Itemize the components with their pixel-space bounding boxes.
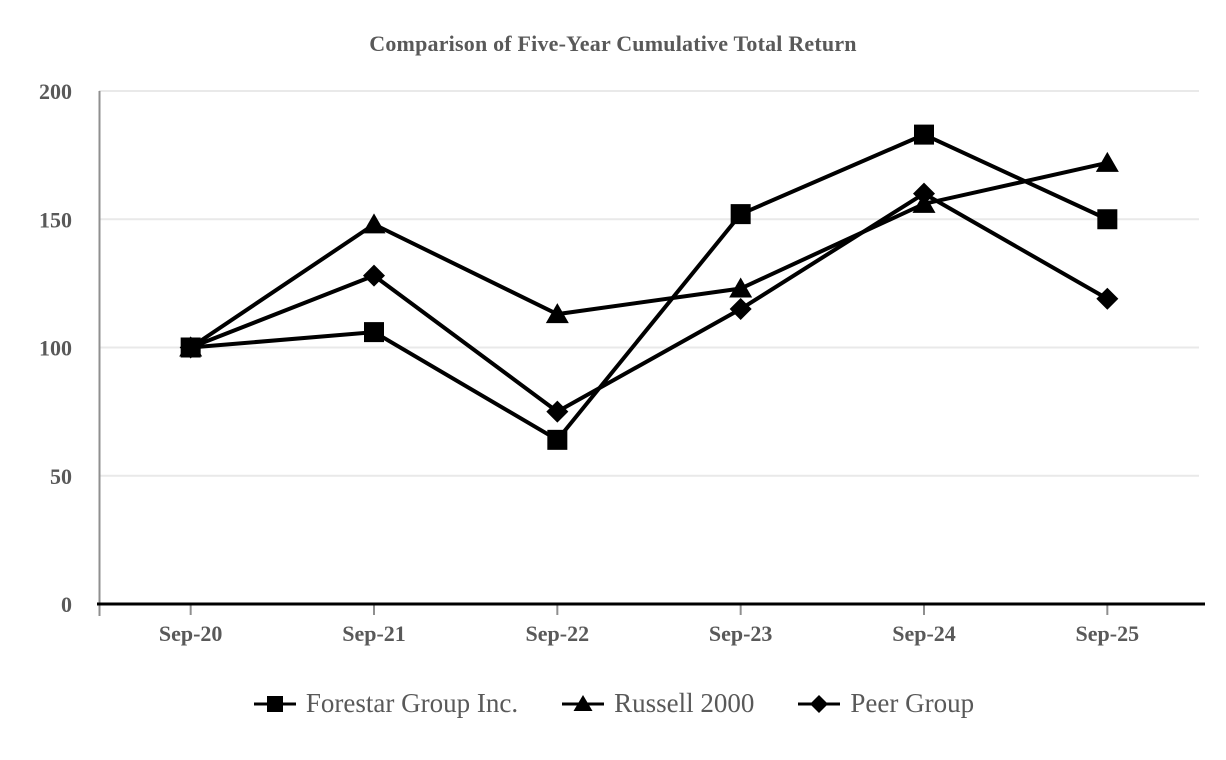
triangle-marker <box>573 694 593 711</box>
triangle-marker <box>545 303 569 324</box>
square-marker <box>547 429 568 450</box>
diamond-marker <box>913 182 935 205</box>
legend-item-forestar-group-inc: Forestar Group Inc. <box>252 688 518 719</box>
x-tick-label-Sep-22: Sep-22 <box>526 621 590 646</box>
legend-item-peer-group: Peer Group <box>796 688 974 719</box>
x-tick-label-Sep-25: Sep-25 <box>1076 621 1140 646</box>
y-tick-label-100: 100 <box>39 336 72 361</box>
chart-legend: Forestar Group Inc. Russell 2000 Peer Gr… <box>0 688 1226 719</box>
y-tick-label-0: 0 <box>61 592 72 617</box>
triangle-series-legend-marker-icon <box>562 694 605 711</box>
y-tick-label-200: 200 <box>39 79 72 104</box>
diamond-marker <box>1096 287 1119 310</box>
chart-title: Comparison of Five-Year Cumulative Total… <box>369 31 857 56</box>
diamond-series-legend-marker-icon <box>798 694 841 713</box>
diamond-marker <box>729 298 752 321</box>
series-line-peer-group <box>189 191 1109 415</box>
legend-item-russell-2000: Russell 2000 <box>560 688 754 719</box>
x-tick-label-Sep-24: Sep-24 <box>892 621 956 646</box>
square-series-legend-marker-icon <box>253 695 296 712</box>
diamond-marker <box>363 264 385 287</box>
x-tick-label-Sep-21: Sep-21 <box>342 621 406 646</box>
square-marker <box>914 124 934 145</box>
square-marker <box>266 695 283 712</box>
square-marker <box>730 204 751 225</box>
triangle-marker <box>729 277 753 298</box>
series-line-russell-2000 <box>189 160 1108 350</box>
legend-label: Forestar Group Inc. <box>305 688 519 718</box>
series-forestar-group-inc <box>180 124 1118 450</box>
y-tick-label-50: 50 <box>50 464 72 489</box>
x-tick-label-Sep-20: Sep-20 <box>159 621 223 646</box>
series-line-forestar-group-inc <box>190 132 1109 443</box>
x-tick-label-Sep-23: Sep-23 <box>709 621 773 646</box>
y-tick-label-150: 150 <box>39 207 72 232</box>
square-marker <box>1097 209 1118 230</box>
diamond-marker <box>810 694 829 713</box>
legend-label: Russell 2000 <box>614 688 755 718</box>
diamond-marker <box>546 400 569 423</box>
legend-label: Peer Group <box>850 688 975 718</box>
square-marker <box>364 322 384 343</box>
series-peer-group <box>179 182 1119 423</box>
triangle-marker <box>362 213 386 234</box>
triangle-marker <box>1095 151 1119 172</box>
diamond-marker <box>179 336 202 359</box>
